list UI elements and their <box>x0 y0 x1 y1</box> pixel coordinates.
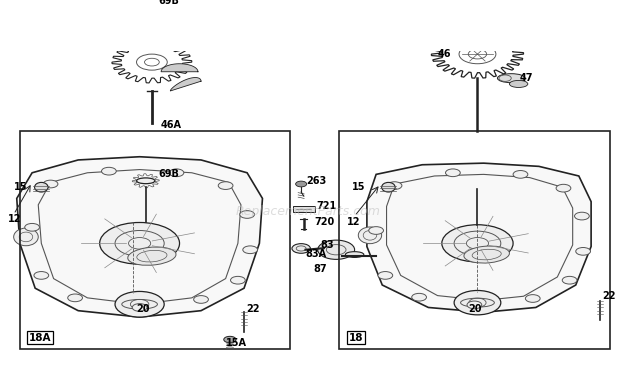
Circle shape <box>446 169 460 177</box>
Circle shape <box>100 222 180 264</box>
Text: 83: 83 <box>321 240 334 250</box>
Circle shape <box>372 251 386 258</box>
Text: 20: 20 <box>468 304 482 314</box>
Bar <box>20 131 290 349</box>
Text: 721: 721 <box>316 201 336 211</box>
Polygon shape <box>170 78 201 91</box>
Bar <box>339 131 609 349</box>
Circle shape <box>562 276 577 284</box>
Circle shape <box>240 211 254 218</box>
Text: 263: 263 <box>307 176 327 186</box>
Circle shape <box>68 294 82 302</box>
Circle shape <box>513 170 528 178</box>
Text: ReplacementParts.com: ReplacementParts.com <box>236 205 381 218</box>
Circle shape <box>442 225 513 262</box>
Circle shape <box>231 276 246 284</box>
Circle shape <box>224 336 236 343</box>
Bar <box>293 206 315 212</box>
Text: 22: 22 <box>246 304 259 314</box>
Text: 83A: 83A <box>306 248 327 258</box>
Ellipse shape <box>136 178 155 184</box>
Text: 720: 720 <box>315 216 335 226</box>
Text: 69B: 69B <box>158 169 179 179</box>
Circle shape <box>243 246 257 254</box>
Text: 46: 46 <box>438 49 451 59</box>
Circle shape <box>34 272 49 279</box>
Circle shape <box>387 182 402 189</box>
Circle shape <box>296 181 307 187</box>
Circle shape <box>132 304 147 311</box>
Text: 46A: 46A <box>161 120 182 130</box>
Circle shape <box>102 167 117 175</box>
Ellipse shape <box>510 81 528 87</box>
Text: 18: 18 <box>348 333 363 343</box>
Circle shape <box>467 301 482 309</box>
Text: 69B: 69B <box>158 0 179 6</box>
Circle shape <box>115 291 164 317</box>
Polygon shape <box>17 157 262 317</box>
Circle shape <box>378 272 392 279</box>
Circle shape <box>369 227 384 234</box>
Circle shape <box>575 212 589 220</box>
Ellipse shape <box>141 11 163 17</box>
Text: 47: 47 <box>519 73 533 83</box>
Text: 15: 15 <box>352 182 365 192</box>
Circle shape <box>193 296 208 303</box>
Ellipse shape <box>128 247 176 265</box>
Text: 87: 87 <box>314 264 327 274</box>
Circle shape <box>317 240 355 259</box>
Text: 12: 12 <box>347 217 361 228</box>
Text: 15A: 15A <box>226 338 247 348</box>
Ellipse shape <box>497 74 525 83</box>
Ellipse shape <box>345 252 364 257</box>
Circle shape <box>576 248 590 255</box>
Circle shape <box>412 293 427 301</box>
Text: 15: 15 <box>14 182 27 192</box>
Ellipse shape <box>382 182 395 192</box>
Circle shape <box>25 223 40 231</box>
Circle shape <box>218 182 233 189</box>
Text: 18A: 18A <box>29 333 51 343</box>
Circle shape <box>292 244 311 253</box>
Circle shape <box>43 180 58 188</box>
Circle shape <box>169 169 184 177</box>
Circle shape <box>556 184 571 192</box>
Ellipse shape <box>358 227 382 244</box>
Polygon shape <box>367 163 591 312</box>
Circle shape <box>454 291 501 315</box>
Circle shape <box>525 295 540 303</box>
Text: 22: 22 <box>602 291 616 301</box>
Text: 20: 20 <box>136 304 150 314</box>
Ellipse shape <box>35 182 48 192</box>
Ellipse shape <box>464 246 510 263</box>
Ellipse shape <box>14 228 38 246</box>
Text: 12: 12 <box>7 214 21 224</box>
Polygon shape <box>161 64 198 72</box>
